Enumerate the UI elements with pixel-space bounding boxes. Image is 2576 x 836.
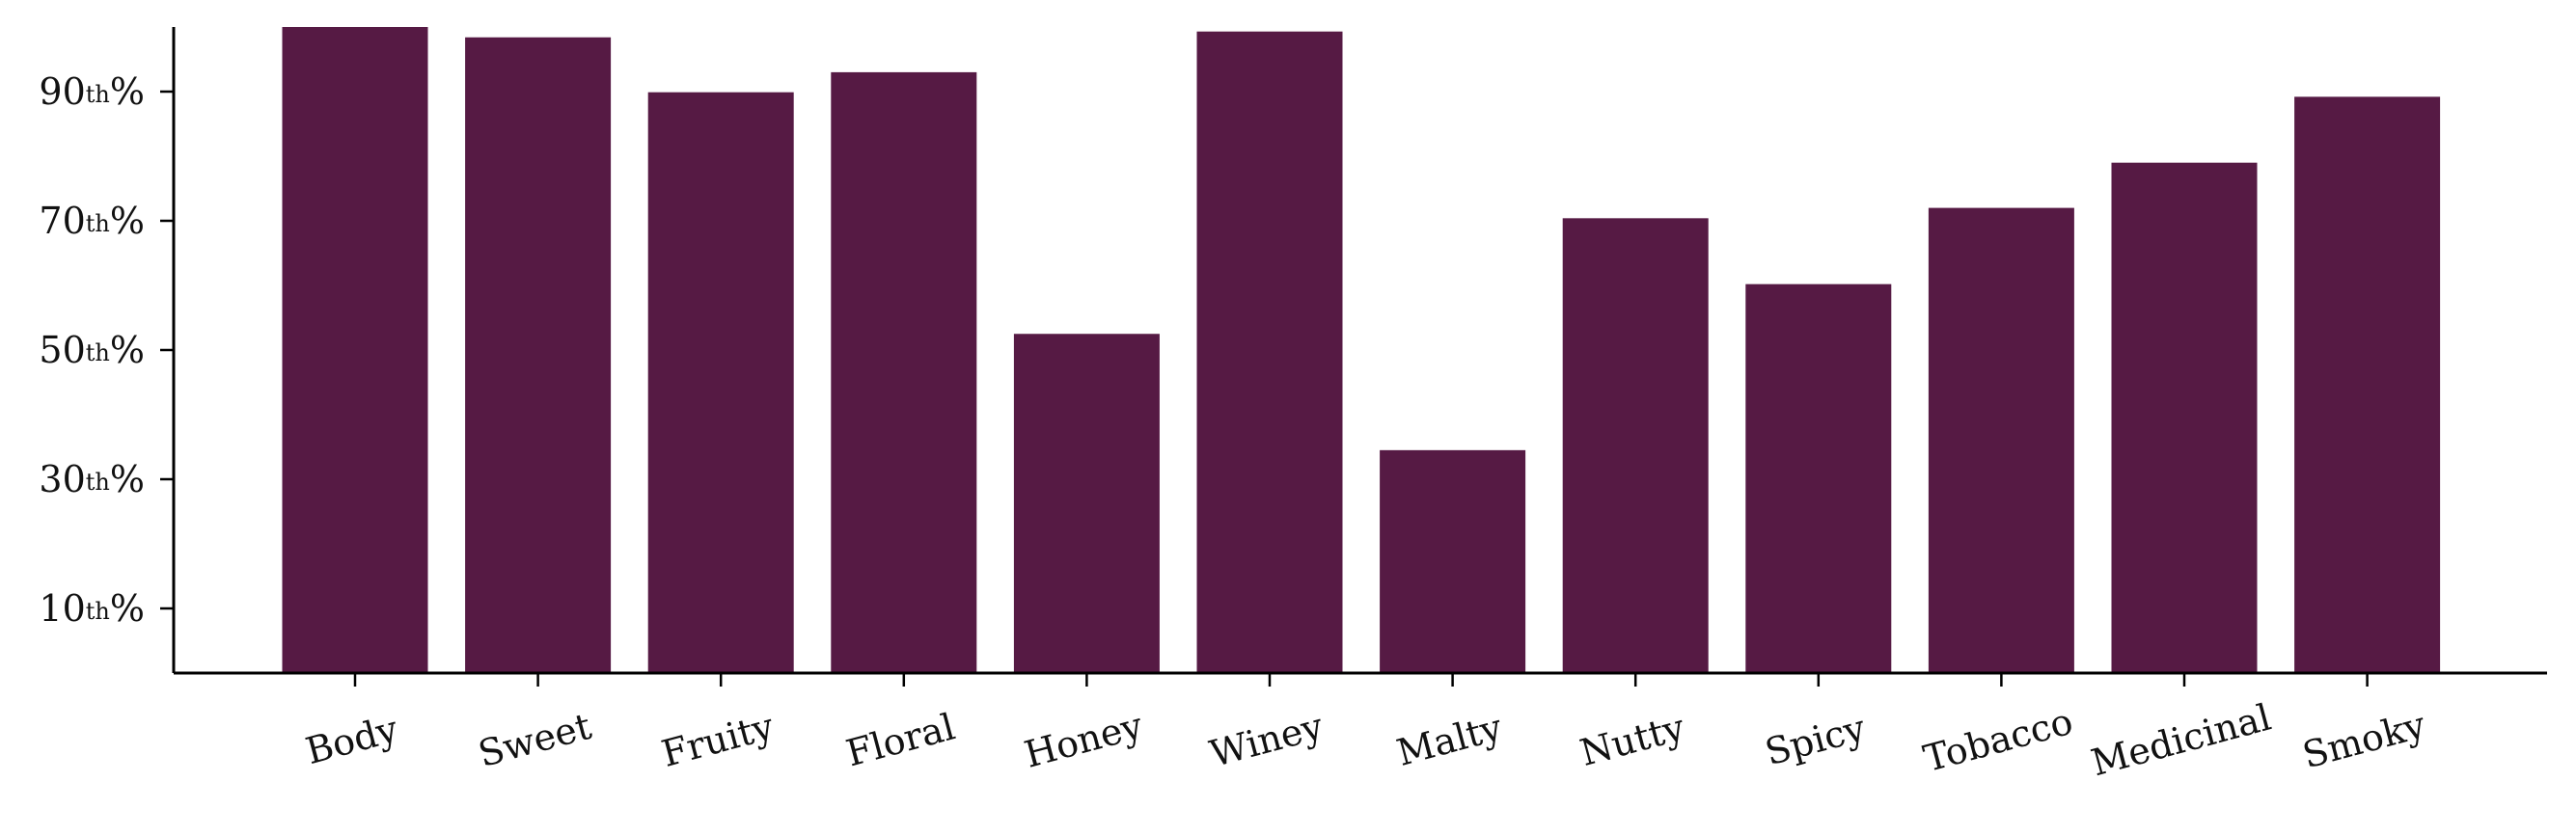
bars-group: [282, 27, 2441, 674]
bar-floral: [831, 71, 977, 673]
x-tick-label-body: Body: [301, 708, 402, 773]
y-tick-label: 30th%: [39, 458, 145, 500]
x-tick-label-smoky: Smoky: [2298, 703, 2430, 776]
y-tick-label: 70th%: [39, 200, 145, 242]
y-axis: 10th% 30th% 50th% 70th% 90th%: [39, 27, 176, 673]
x-tick-label-honey: Honey: [1020, 704, 1147, 776]
bar-body: [282, 27, 428, 673]
bar-medicinal: [2111, 162, 2258, 673]
y-tick-label: 10th%: [39, 587, 145, 630]
x-tick-label-winey: Winey: [1205, 705, 1328, 775]
bar-malty: [1380, 449, 1526, 673]
x-tick-label-sweet: Sweet: [474, 705, 595, 775]
x-tick-label-spicy: Spicy: [1761, 706, 1871, 773]
bar-sweet: [465, 37, 612, 674]
x-tick-label-fruity: Fruity: [657, 705, 779, 775]
bar-nutty: [1562, 218, 1709, 673]
y-tick-label: 90th%: [39, 70, 145, 113]
x-tick-label-floral: Floral: [842, 705, 960, 774]
bar-smoky: [2294, 96, 2441, 674]
bar-winey: [1196, 31, 1343, 673]
bar-honey: [1013, 334, 1160, 673]
x-tick-label-nutty: Nutty: [1576, 706, 1689, 774]
bar-fruity: [647, 92, 794, 674]
bar-tobacco: [1928, 207, 2074, 673]
y-tick-label: 50th%: [39, 329, 145, 371]
bar-spicy: [1745, 283, 1892, 673]
x-axis: Body Sweet Fruity Floral Honey Winey Malty Nutt…: [174, 671, 2547, 785]
x-tick-label-medicinal: Medicinal: [2087, 696, 2275, 785]
x-tick-label-tobacco: Tobacco: [1919, 700, 2077, 780]
x-tick-label-malty: Malty: [1392, 706, 1507, 774]
